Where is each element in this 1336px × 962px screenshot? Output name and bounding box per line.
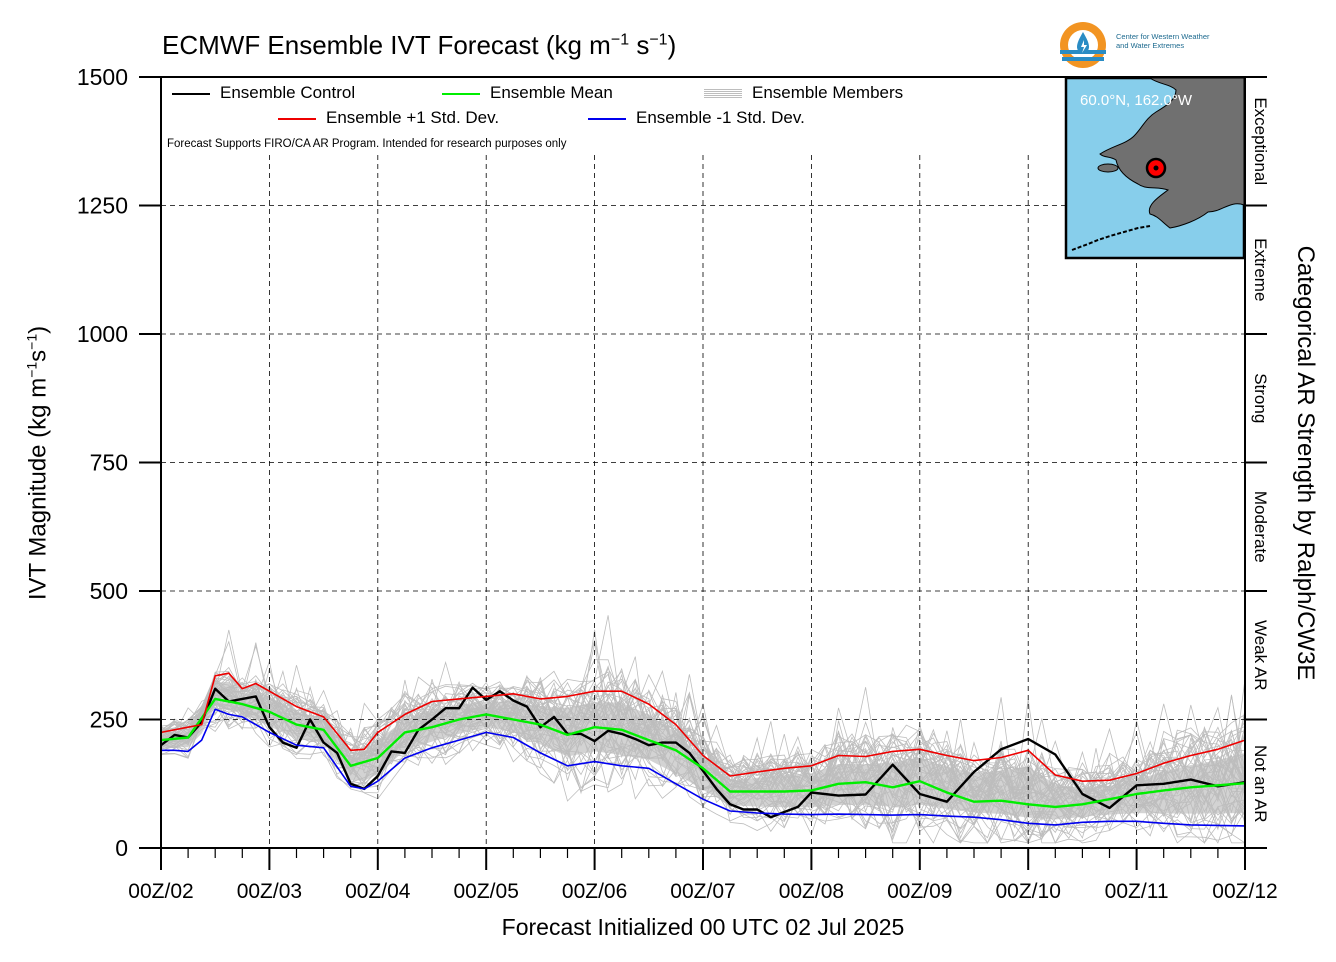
- x-tick-label: 00Z/06: [562, 880, 627, 903]
- map-island: [1097, 163, 1119, 173]
- ensemble-member-line: [160, 644, 1246, 803]
- legend-mean-swatch: [442, 92, 480, 95]
- legend-members-swatch: [704, 89, 742, 99]
- y-tick-label: 250: [90, 707, 128, 733]
- x-tick-label: 00Z/07: [670, 880, 735, 903]
- ensemble-member-line: [160, 671, 1246, 808]
- y-tick-label: 0: [115, 835, 128, 861]
- right-axis-label: Categorical AR Strength by Ralph/CW3E: [1292, 245, 1319, 681]
- x-tick-label: 00Z/09: [887, 880, 952, 903]
- logo-drop-icon: [1060, 22, 1106, 68]
- ensemble-control-line: [160, 686, 1246, 819]
- location-marker-center: [1153, 165, 1159, 171]
- legend-members: Ensemble Members: [704, 83, 903, 103]
- x-tick-label: 00Z/04: [345, 880, 411, 903]
- disclaimer-note: Forecast Supports FIRO/CA AR Program. In…: [167, 138, 567, 150]
- y-tick-label: 1000: [77, 321, 128, 347]
- category-label: Extreme: [1251, 238, 1270, 301]
- legend-control: Ensemble Control: [172, 83, 355, 103]
- x-axis-label: Forecast Initialized 00 UTC 02 Jul 2025: [501, 914, 905, 940]
- legend-mean: Ensemble Mean: [442, 83, 613, 103]
- x-tick-label: 00Z/05: [454, 880, 519, 903]
- y-tick-label: 500: [90, 578, 128, 604]
- ensemble-member-line: [160, 686, 1246, 844]
- logo-text: Center for Western Weather and Water Extr…: [1116, 32, 1210, 50]
- inset-map: [1064, 76, 1246, 260]
- category-label: Moderate: [1251, 491, 1270, 563]
- chart-title: ECMWF Ensemble IVT Forecast (kg m−1 s−1): [162, 30, 677, 60]
- x-tick-label: 00Z/02: [128, 880, 193, 903]
- map-alaska-land: [1099, 77, 1245, 229]
- y-tick-label: 1500: [77, 64, 128, 90]
- category-label: Strong: [1251, 373, 1270, 423]
- x-tick-label: 00Z/08: [779, 880, 844, 903]
- ensemble-member-line: [160, 699, 1246, 844]
- x-tick-label: 00Z/12: [1212, 880, 1277, 903]
- category-label: Exceptional: [1251, 97, 1270, 185]
- x-tick-label: 00Z/10: [996, 880, 1061, 903]
- y-tick-label: 1250: [77, 193, 128, 219]
- y-axis-label: IVT Magnitude (kg m−1s−1): [23, 325, 52, 601]
- y-tick-label: 750: [90, 450, 128, 476]
- legend-plus-sd: Ensemble +1 Std. Dev.: [278, 108, 499, 128]
- legend-minus-sd-swatch: [588, 117, 626, 120]
- legend-minus-sd: Ensemble -1 Std. Dev.: [588, 108, 805, 128]
- map-location-label: 60.0°N, 162.0°W: [1080, 92, 1193, 109]
- legend-plus-sd-swatch: [278, 117, 316, 120]
- category-label: Not an AR: [1251, 745, 1270, 823]
- x-tick-label: 00Z/11: [1105, 880, 1169, 903]
- series-layer: [160, 672, 1246, 827]
- map-aleutian-islands: [1071, 225, 1151, 251]
- ensemble-mean-line: [160, 697, 1246, 809]
- axes: 0 250 500 750 1000 1250 1500 00Z/02 00Z/03 00Z/04…: [77, 64, 1278, 903]
- x-tick-label: 00Z/03: [237, 880, 302, 903]
- ensemble-1-std-dev-line: [161, 708, 1246, 827]
- cw3e-logo: Center for Western Weather and Water Extr…: [1058, 20, 1238, 72]
- ensemble-1-std-dev-line: [160, 672, 1246, 782]
- category-label: Weak AR: [1251, 620, 1270, 691]
- legend-control-swatch: [172, 92, 210, 95]
